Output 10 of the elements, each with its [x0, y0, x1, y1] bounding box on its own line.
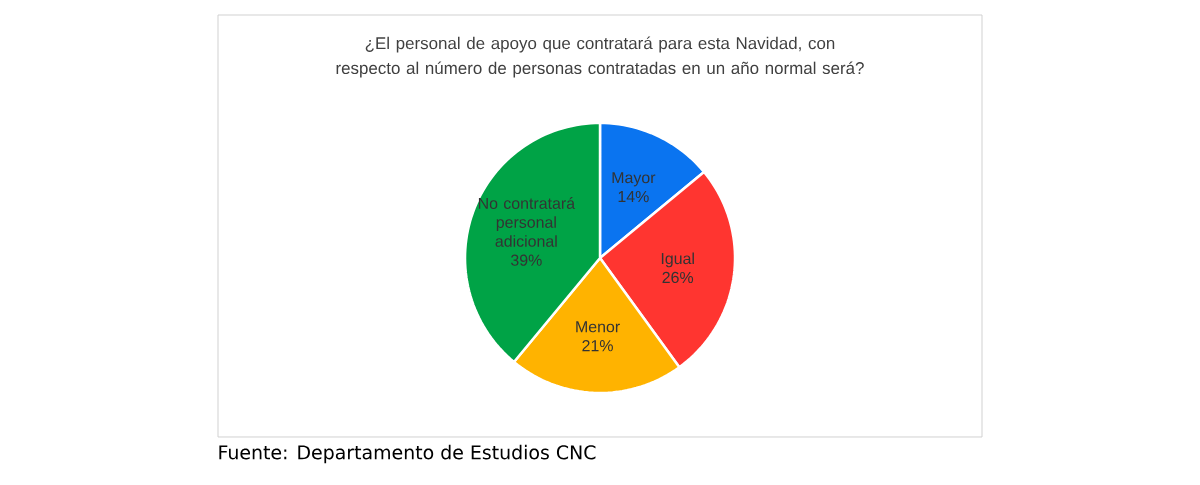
data-label: 14% [618, 190, 649, 203]
data-label: 26% [662, 271, 694, 284]
slice-label: Menor [576, 321, 620, 333]
data-label: 39% [511, 254, 542, 266]
source-note: Fuente: Departamento de Estudios CNC [219, 444, 596, 464]
data-label: 21% [582, 340, 613, 352]
slice-label: Mayor [612, 172, 656, 187]
slice-label: Igual [661, 252, 694, 268]
slice-label: No contratará personal adicional [478, 197, 576, 247]
chart-title: ¿El personal de apoyo que contratará para esta Navidad, con respecto al número de personas contratadas en un año normal será? [336, 36, 864, 78]
